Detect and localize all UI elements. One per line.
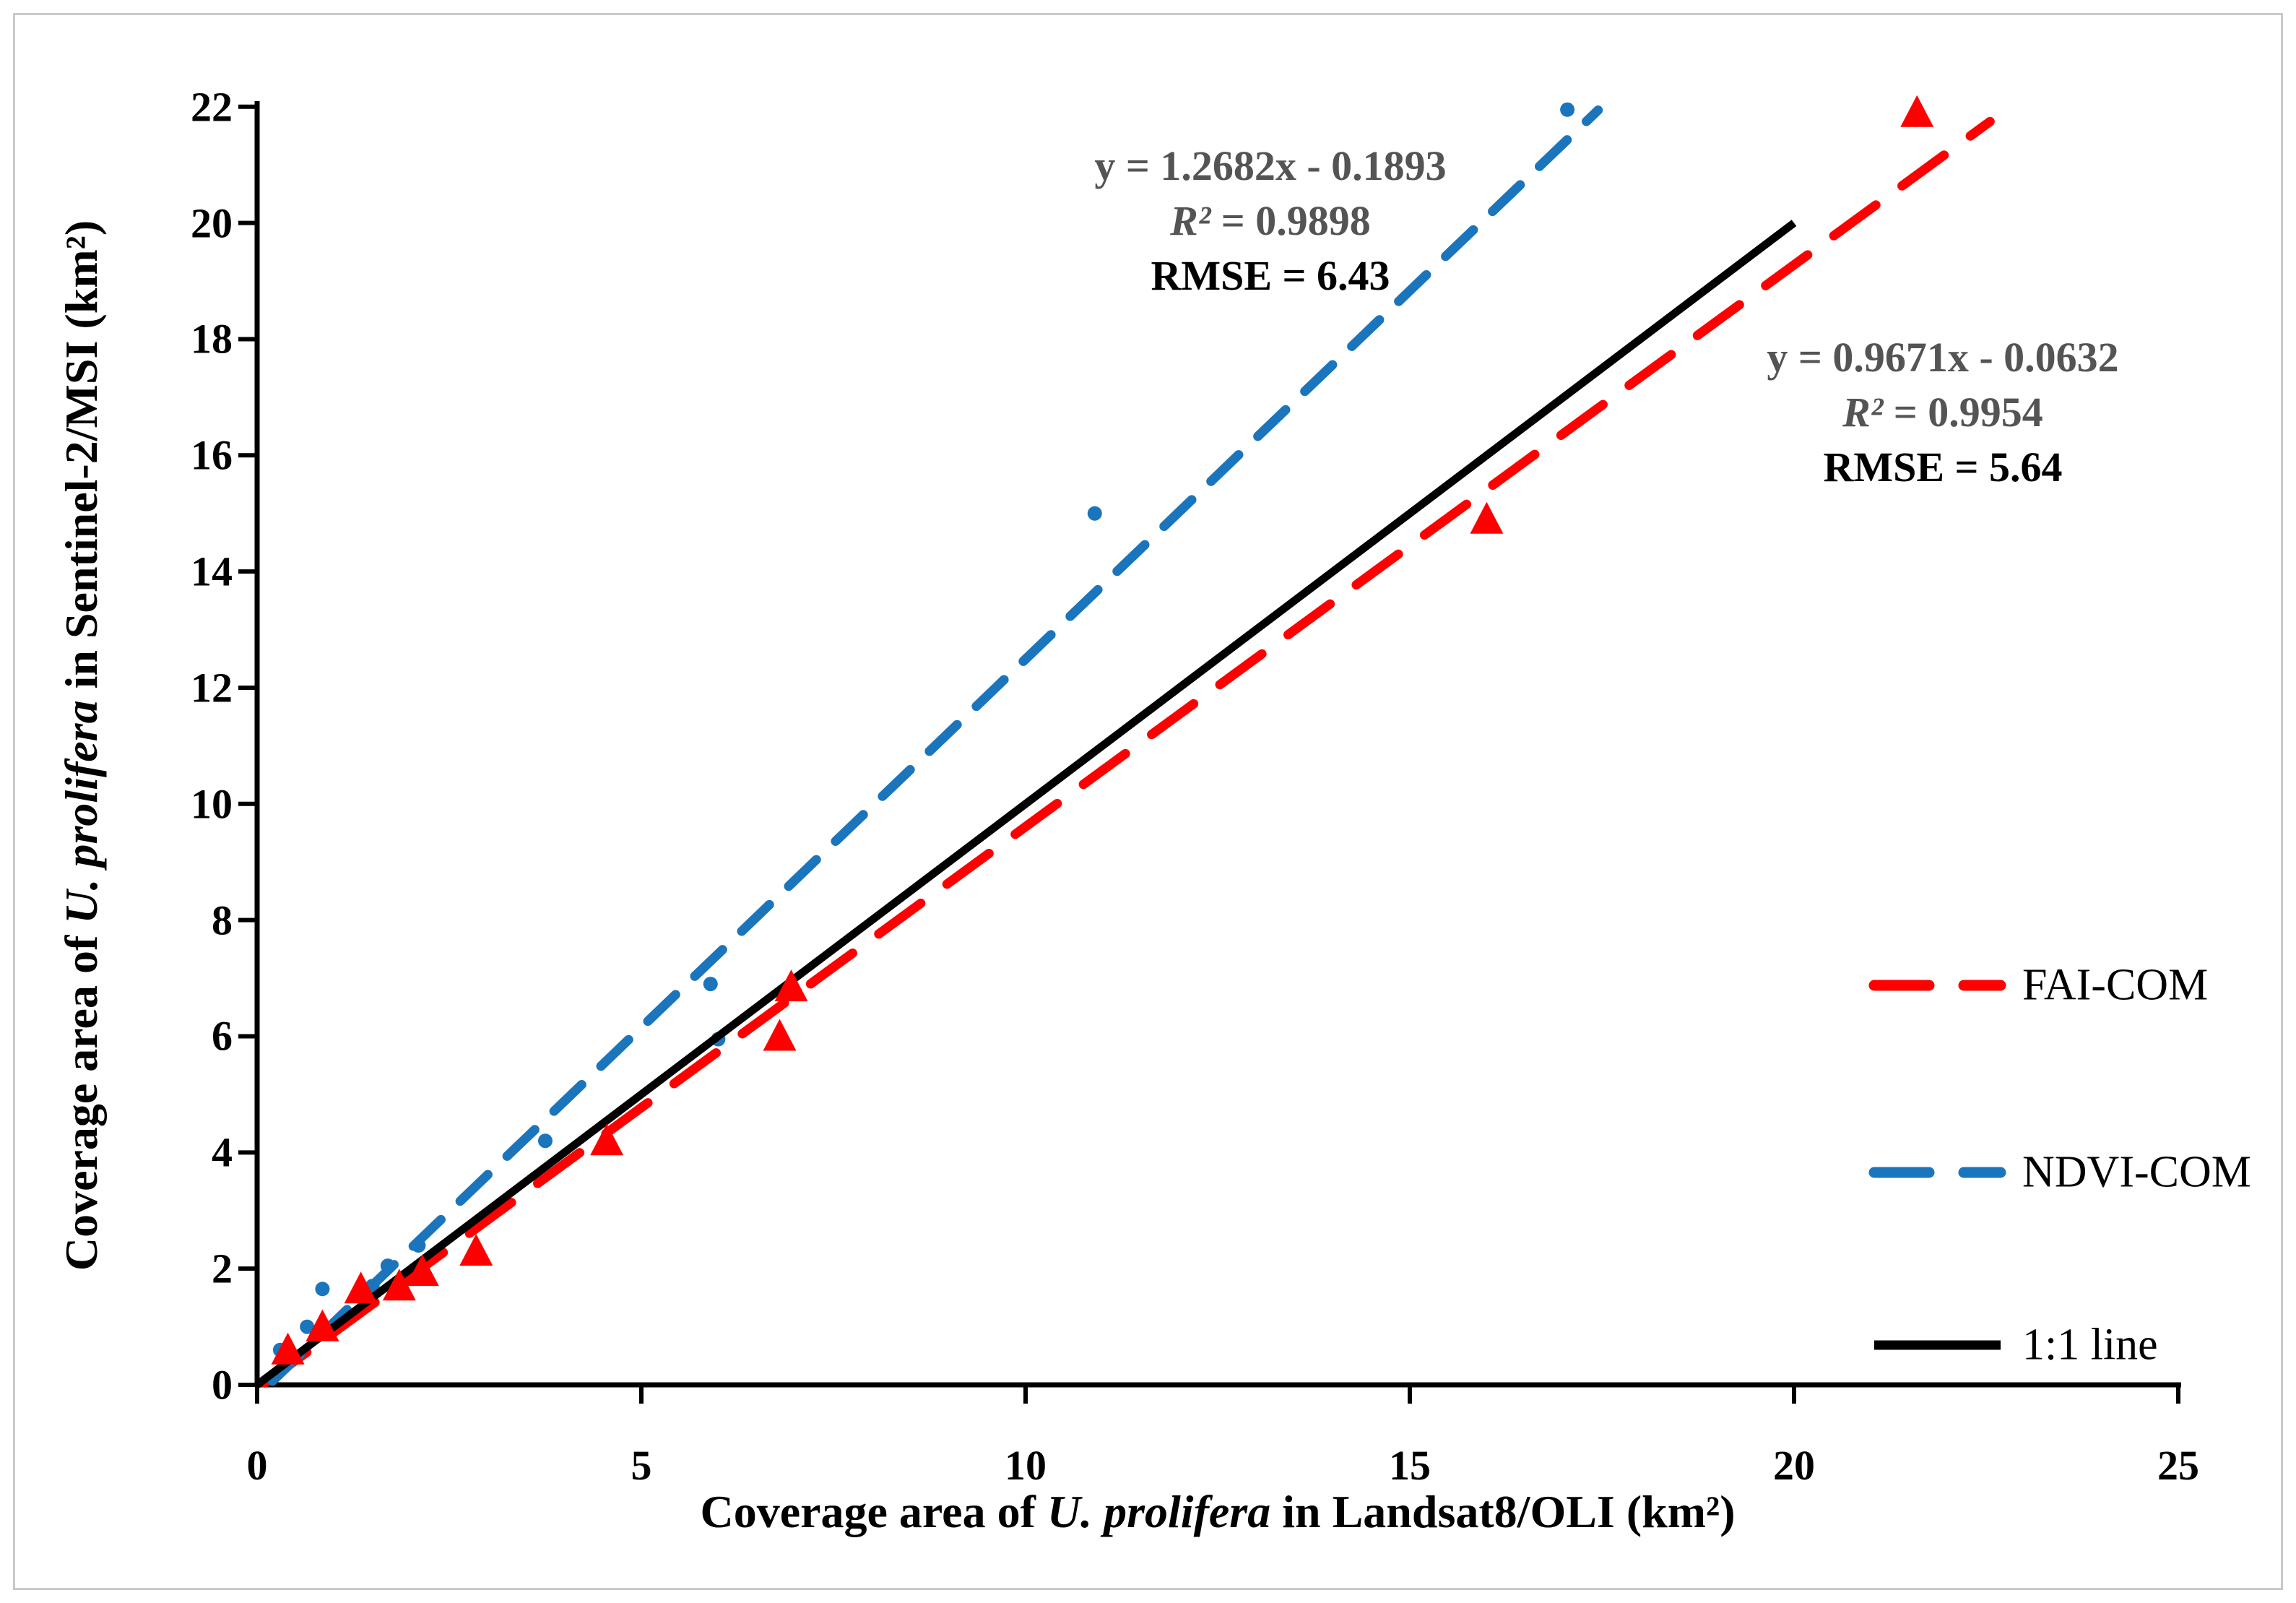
legend-label-fai-com: FAI-COM <box>2022 960 2209 1010</box>
x-tick-label: 5 <box>631 1442 652 1489</box>
one-to-one-line <box>254 220 1797 1388</box>
ndvi-com-point <box>315 1282 330 1297</box>
y-title-prefix: Coverage area of <box>56 923 107 1271</box>
ndvi-com-point <box>703 977 718 992</box>
ndvi-com-point <box>1087 506 1102 521</box>
fai-com-point <box>1470 501 1504 534</box>
y-tick-label: 0 <box>212 1361 233 1409</box>
ndvi-com-point <box>1560 102 1575 117</box>
y-tick-label: 20 <box>191 199 233 247</box>
x-tick-label: 20 <box>1773 1442 1815 1489</box>
fai-com-point <box>344 1271 378 1304</box>
x-tick-label: 10 <box>1005 1442 1047 1489</box>
ndvi-com-point <box>300 1319 315 1334</box>
x-axis-title: Coverage area of U. prolifera in Landsat… <box>700 1485 1735 1539</box>
y-tick-label: 12 <box>191 664 233 712</box>
fai-com-trendline <box>260 116 1995 1388</box>
fai-com-point <box>271 1332 305 1365</box>
y-tick-label: 16 <box>191 431 233 479</box>
y-axis-title: Coverage area of U. prolifera in Sentine… <box>55 220 108 1271</box>
x-title-prefix: Coverage area of <box>700 1486 1047 1537</box>
x-tick-label: 25 <box>2157 1442 2199 1489</box>
y-tick-label: 8 <box>212 896 233 944</box>
legend-label-ndvi-com: NDVI-COM <box>2022 1147 2251 1197</box>
fai-com-point <box>774 969 808 1002</box>
fai-regression-annotation: y = 0.9671x - 0.0632 R² = 0.9954 RMSE = … <box>1767 330 2118 495</box>
fai-com-point <box>1900 95 1934 127</box>
figure-frame <box>13 13 2283 1590</box>
fai-com-point <box>590 1123 624 1156</box>
legend-label-1-1-line: 1:1 line <box>2022 1320 2158 1370</box>
y-tick-label: 18 <box>191 315 233 363</box>
y-tick-label: 14 <box>191 548 233 595</box>
y-tick-label: 2 <box>212 1245 233 1292</box>
ndvi-com-trendline <box>267 105 1603 1386</box>
y-tick-label: 10 <box>191 780 233 828</box>
fai-r-squared: R² = 0.9954 <box>1842 389 2043 436</box>
fai-rmse: RMSE = 5.64 <box>1823 444 2063 491</box>
fai-equation: y = 0.9671x - 0.0632 <box>1767 334 2119 381</box>
ndvi-regression-annotation: y = 1.2682x - 0.1893 R² = 0.9898 RMSE = … <box>1094 139 1446 303</box>
fai-com-point <box>306 1309 339 1341</box>
fai-com-point <box>405 1254 439 1287</box>
x-tick-label: 15 <box>1389 1442 1431 1489</box>
ndvi-equation: y = 1.2682x - 0.1893 <box>1094 142 1447 189</box>
ndvi-com-point <box>538 1133 553 1149</box>
x-title-species: U. prolifera <box>1047 1486 1271 1537</box>
y-tick-label: 22 <box>191 83 233 131</box>
fai-com-point <box>382 1269 416 1301</box>
y-tick-label: 6 <box>212 1012 233 1060</box>
x-tick-label: 0 <box>246 1442 268 1489</box>
fai-com-point <box>763 1019 797 1051</box>
ndvi-r-squared: R² = 0.9898 <box>1170 197 1371 244</box>
x-title-suffix: in Landsat8/OLI (km²) <box>1270 1486 1736 1537</box>
fai-com-point <box>459 1234 493 1266</box>
ndvi-rmse: RMSE = 6.43 <box>1151 252 1390 299</box>
y-tick-label: 4 <box>212 1128 233 1176</box>
